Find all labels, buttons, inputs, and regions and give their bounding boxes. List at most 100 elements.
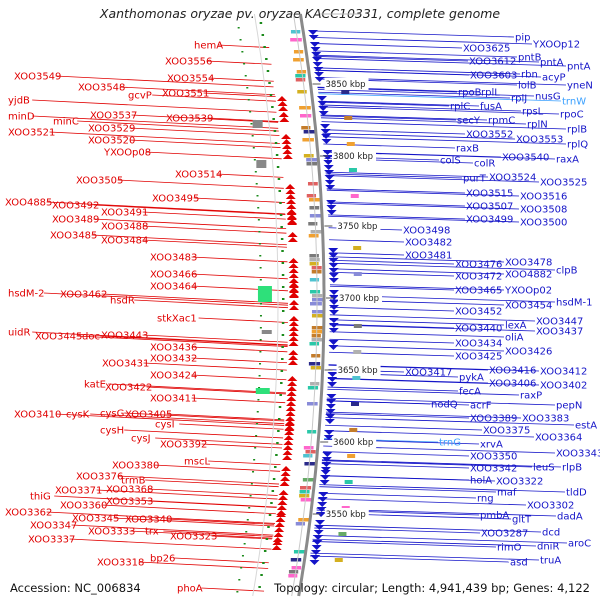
gene-arrow-down	[321, 134, 332, 139]
gene-arrow-up	[276, 512, 287, 517]
gene-arrow-down	[313, 535, 324, 540]
gene-label: cysH	[100, 426, 124, 437]
connector-line	[325, 424, 483, 431]
gene-arrow-up	[284, 420, 295, 425]
gene-label: XOO3454	[505, 301, 552, 312]
feature-block	[353, 246, 362, 250]
track-tick	[243, 63, 246, 65]
track-tick	[275, 454, 278, 456]
gene-label: purT	[463, 174, 487, 185]
gene-label: XOO3516	[520, 192, 567, 203]
gene-label: lolB	[518, 81, 537, 92]
feature-block	[304, 462, 317, 466]
gene-arrow-down	[328, 328, 339, 333]
gene-arrow-up	[282, 149, 293, 154]
gene-arrow-up	[287, 376, 298, 381]
left-connector-lines	[32, 44, 289, 592]
gene-label: XOO3343	[556, 449, 600, 460]
gene-label: mscL	[184, 457, 210, 468]
gene-arrow-up	[287, 220, 298, 225]
gene-label: raxP	[520, 391, 542, 402]
gene-arrow-down	[311, 545, 322, 550]
connector-line	[191, 374, 287, 381]
track-tick	[277, 430, 280, 432]
connector-line	[191, 256, 288, 263]
gene-arrow-down	[312, 62, 323, 67]
kbp-marks: 3850 kbp 3800 kbp 3750 kbp 3700 kbp 3650 kbp…	[312, 78, 382, 520]
gene-arrow-down	[321, 457, 332, 462]
feature-block	[288, 570, 299, 574]
gene-arrow-down	[314, 525, 325, 530]
genome-ruler	[252, 13, 361, 597]
gene-label: hemA	[194, 41, 223, 52]
connector-line	[93, 204, 286, 215]
connector-line	[124, 429, 284, 439]
feature-block	[353, 350, 362, 354]
gene-arrow-down	[326, 399, 337, 404]
gene-arrow-down	[326, 200, 337, 205]
gene-arrow-up	[288, 341, 299, 346]
gene-arrow-down	[320, 470, 331, 475]
gene-arrow-up	[284, 430, 295, 435]
gene-label: katE	[84, 380, 106, 391]
connector-line	[152, 94, 276, 102]
gene-label: XOO3426	[505, 347, 552, 358]
connector-line	[117, 179, 284, 189]
kbp-label: 3700 kbp	[339, 294, 379, 304]
track-tick	[281, 250, 284, 252]
gene-arrow-up	[277, 500, 288, 505]
gene-arrow-down	[316, 96, 327, 101]
gene-arrow-down	[321, 462, 332, 467]
gene-label: XOO3492	[52, 201, 99, 212]
gene-label: XOO4885	[5, 198, 52, 209]
gene-label: estA	[575, 421, 597, 432]
connector-line	[325, 417, 575, 426]
feature-block	[309, 258, 320, 262]
gene-label: XOO3432	[150, 354, 197, 365]
gene-arrow-up	[278, 112, 289, 117]
gene-label: xrvA	[480, 440, 503, 451]
track-tick	[261, 34, 265, 36]
connector-line	[329, 259, 455, 265]
connector-line	[32, 99, 277, 113]
gene-label: rpoC	[560, 110, 584, 121]
connector-line	[142, 334, 288, 343]
gene-label: XOO3323	[170, 532, 217, 543]
gene-arrow-down	[327, 377, 338, 382]
connector-line	[179, 423, 284, 430]
connector-line	[166, 413, 285, 421]
gene-arrow-down	[328, 268, 339, 273]
gene-label: rpoB	[458, 88, 482, 99]
track-tick	[256, 195, 259, 197]
gene-label: rplC	[450, 102, 470, 113]
track-tick	[281, 346, 284, 348]
connector-line	[101, 293, 289, 304]
connector-line	[320, 475, 496, 482]
gene-arrow-up	[288, 268, 299, 273]
connector-line	[329, 271, 455, 277]
connector-line	[93, 218, 287, 230]
gene-arrow-down	[324, 175, 335, 180]
gene-label: XOO3383	[522, 414, 569, 425]
gene-label: XOO3337	[28, 535, 75, 546]
feature-block	[309, 254, 319, 258]
gene-label: XOO3495	[152, 194, 199, 205]
gene-label: XOO3362	[5, 508, 52, 519]
track-tick	[250, 123, 253, 125]
connector-line	[193, 197, 286, 203]
connector-line	[326, 397, 556, 406]
track-tick	[249, 111, 252, 113]
connector-line	[329, 338, 455, 344]
gene-label: XOO3478	[505, 258, 552, 269]
connector-line	[201, 587, 265, 592]
gene-label: XOO3447	[536, 317, 583, 328]
gene-arrow-up	[287, 360, 298, 365]
connector-line	[322, 132, 516, 140]
connector-line	[129, 530, 273, 539]
gene-label: acyP	[542, 73, 566, 84]
connector-line	[328, 215, 520, 223]
gene-label: XOO3364	[535, 433, 582, 444]
connector-line	[113, 517, 275, 527]
connector-line	[142, 239, 287, 248]
connector-line	[325, 411, 522, 419]
